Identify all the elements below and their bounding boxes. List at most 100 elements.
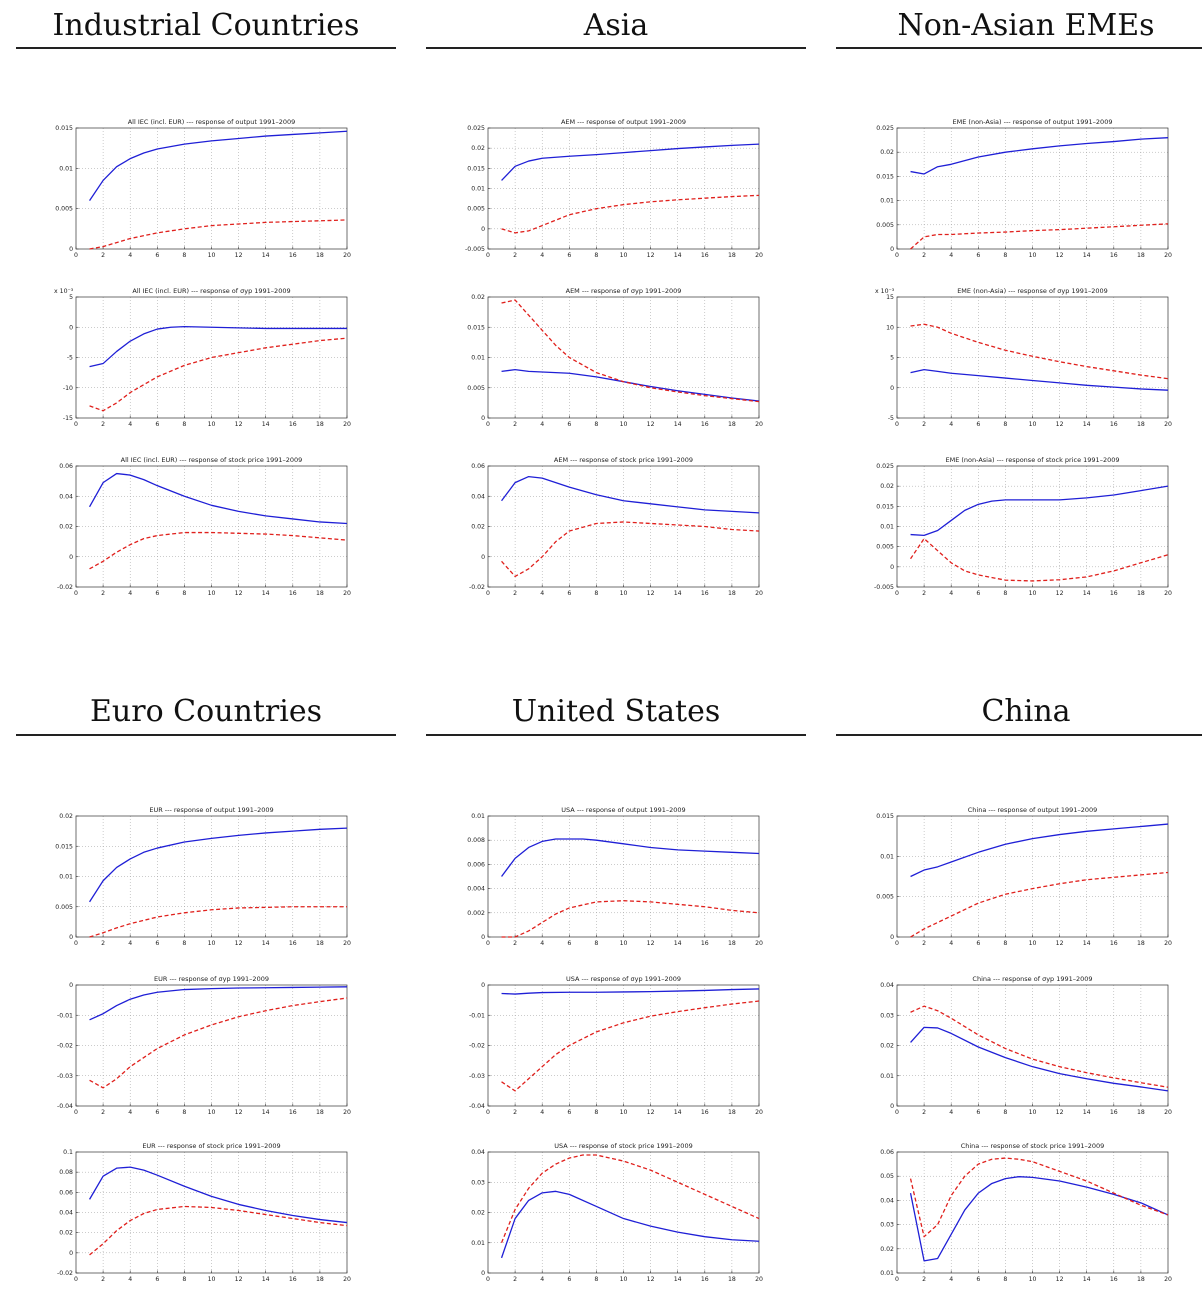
x-tick-label: 16: [1110, 252, 1118, 259]
y-tick-label: 0.03: [880, 1222, 894, 1229]
x-tick-label: 8: [1003, 421, 1007, 428]
x-tick-label: 18: [1137, 421, 1145, 428]
chart-panel-8: 0 2 4 6 8 10 12 14 16 18 20-0.00500.0050.010.0150.…: [874, 456, 1172, 597]
x-tick-label: 18: [316, 590, 324, 597]
x-tick-label: 6: [976, 940, 980, 947]
x-tick-label: 2: [101, 421, 105, 428]
x-tick-label: 20: [1164, 590, 1172, 597]
y-tick-label: -0.03: [57, 1073, 73, 1080]
x-tick-label: 4: [540, 940, 544, 947]
panel-title: All IEC (incl. EUR) --- response of σyp …: [132, 287, 290, 295]
x-tick-label: 8: [594, 252, 598, 259]
y-tick-label: 0.08: [59, 1169, 73, 1176]
x-tick-label: 14: [262, 940, 270, 947]
series-line-dashed: [501, 1000, 760, 1092]
x-tick-label: 8: [1003, 252, 1007, 259]
y-tick-label: -0.02: [469, 584, 485, 591]
y-tick-label: -0.005: [874, 584, 894, 591]
x-tick-label: 18: [1137, 1109, 1145, 1116]
series-line-solid: [501, 143, 760, 181]
x-tick-label: 18: [316, 1276, 324, 1283]
x-tick-label: 16: [701, 1109, 709, 1116]
x-tick-label: 8: [1003, 590, 1007, 597]
x-tick-label: 12: [235, 1109, 243, 1116]
x-tick-label: 10: [620, 590, 628, 597]
x-tick-label: 12: [647, 1276, 655, 1283]
y-tick-label: 0.04: [59, 1210, 73, 1217]
y-tick-label: 0.02: [471, 1210, 485, 1217]
x-tick-label: 2: [922, 1276, 926, 1283]
series-line-solid: [89, 130, 348, 201]
y-tick-label: 0.005: [55, 206, 73, 213]
x-tick-label: 10: [1029, 421, 1037, 428]
y-tick-label: 0.025: [876, 463, 894, 470]
x-tick-label: 20: [343, 1276, 351, 1283]
y-tick-label: 0.01: [880, 1270, 894, 1277]
chart-panel-12: 0 2 4 6 8 10 12 14 16 18 20 0 0.002 0.004 0.006 0.008 0.…: [467, 806, 763, 947]
x-tick-label: 14: [262, 421, 270, 428]
chart-panel-3: 0 2 4 6 8 10 12 14 16 18 20-0.00500.0050.010.0150.…: [465, 118, 763, 259]
y-tick-label: 0.04: [880, 1197, 894, 1204]
x-tick-label: 20: [343, 940, 351, 947]
x-tick-label: 20: [343, 421, 351, 428]
x-tick-label: 20: [755, 590, 763, 597]
series-line-solid: [89, 827, 348, 903]
x-tick-label: 4: [128, 1109, 132, 1116]
panel-title: All IEC (incl. EUR) --- response of stoc…: [121, 456, 303, 464]
chart-panel-11: 0 2 4 6 8 10 12 14 16 18 20-0.0200.020.040.060.080…: [57, 1142, 351, 1283]
x-tick-label: 14: [674, 1109, 682, 1116]
x-tick-label: 14: [674, 1276, 682, 1283]
x-tick-label: 20: [1164, 421, 1172, 428]
y-tick-label: 0: [890, 246, 894, 253]
x-tick-label: 2: [101, 590, 105, 597]
y-tick-label: 10: [886, 324, 894, 331]
x-tick-label: 6: [567, 940, 571, 947]
y-tick-label: 5: [69, 294, 73, 301]
x-tick-label: 18: [316, 252, 324, 259]
series-line-solid: [88, 1166, 348, 1224]
x-tick-label: 4: [949, 421, 953, 428]
x-tick-label: 2: [922, 1109, 926, 1116]
y-tick-label: 0.04: [880, 982, 894, 989]
x-tick-label: 0: [486, 1109, 490, 1116]
y-tick-label: 0.01: [880, 853, 894, 860]
x-tick-label: 16: [701, 590, 709, 597]
x-tick-label: 20: [343, 1109, 351, 1116]
y-tick-label: 0.01: [59, 874, 73, 881]
x-tick-label: 14: [1083, 1109, 1091, 1116]
panel-title: China --- response of σyp 1991–2009: [972, 975, 1092, 983]
y-tick-label: 0.01: [880, 198, 894, 205]
series-line-dashed: [910, 223, 1169, 250]
y-tick-label: 0.01: [471, 355, 485, 362]
y-tick-label: 0.004: [467, 886, 485, 893]
x-tick-label: 20: [1164, 1109, 1172, 1116]
series-line-solid: [910, 368, 1169, 391]
x-tick-label: 12: [1056, 590, 1064, 597]
x-tick-label: 10: [208, 590, 216, 597]
y-tick-label: 0.02: [59, 813, 73, 820]
y-tick-label: 0.04: [59, 493, 73, 500]
panel-title: AEM --- response of σyp 1991–2009: [566, 287, 682, 295]
y-tick-label: 0.01: [471, 186, 485, 193]
chart-panel-16: 0 2 4 6 8 10 12 14 16 18 20 0 0.01 0.02 0.03 0.04 China …: [880, 975, 1172, 1116]
y-tick-label: 0.02: [471, 294, 485, 301]
panel-title: AEM --- response of output 1991–2009: [561, 118, 686, 126]
x-tick-label: 18: [1137, 252, 1145, 259]
x-tick-label: 6: [976, 1276, 980, 1283]
y-tick-label: 0.02: [59, 1230, 73, 1237]
y-tick-label: 0.005: [467, 385, 485, 392]
chart-panel-13: 0 2 4 6 8 10 12 14 16 18 20 -0.04 -0.03 -0.02 -0.01 0 US…: [469, 975, 763, 1116]
y-multiplier: x 10⁻³: [54, 288, 74, 295]
x-tick-label: 14: [1083, 940, 1091, 947]
x-tick-label: 14: [262, 1276, 270, 1283]
x-tick-label: 10: [620, 421, 628, 428]
x-tick-label: 14: [1083, 590, 1091, 597]
x-tick-label: 4: [949, 590, 953, 597]
x-tick-label: 20: [755, 940, 763, 947]
series-line-dashed: [909, 1157, 1169, 1238]
y-tick-label: 0.03: [471, 1179, 485, 1186]
y-tick-label: -0.04: [57, 1103, 73, 1110]
x-tick-label: 20: [755, 421, 763, 428]
x-tick-label: 16: [289, 1276, 297, 1283]
x-tick-label: 10: [1029, 940, 1037, 947]
